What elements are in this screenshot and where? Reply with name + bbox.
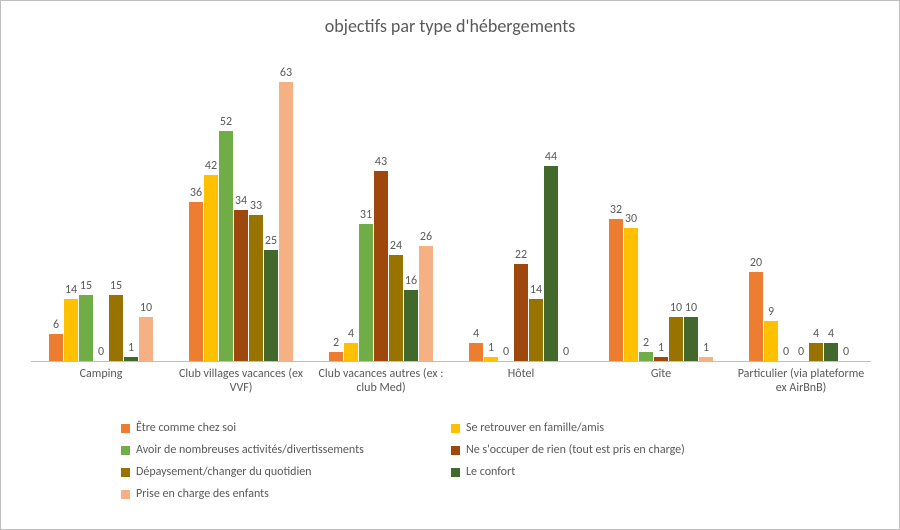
bar-value-label: 4: [820, 327, 842, 341]
legend-swatch: [121, 490, 130, 499]
bar-value-label: 30: [620, 212, 642, 226]
bar-value-label: 43: [370, 155, 392, 169]
bar: [329, 352, 343, 361]
legend-item: Dépaysement/changer du quotidien: [121, 465, 451, 479]
legend-item: Prise en charge des enfants: [121, 487, 451, 501]
legend: Être comme chez soi Se retrouver en famil…: [121, 421, 801, 509]
legend-label: Ne s'occuper de rien (tout est pris en c…: [466, 443, 685, 457]
bar: [654, 357, 668, 361]
bar: [374, 171, 388, 361]
chart-container: objectifs par type d'hébergements 614150…: [0, 0, 900, 530]
legend-swatch: [451, 446, 460, 455]
category-label: Club villages vacances (ex VVF): [171, 367, 311, 395]
bar: [124, 357, 138, 361]
legend-row: Avoir de nombreuses activités/divertisse…: [121, 443, 801, 465]
bar: [359, 224, 373, 361]
bar-value-label: 44: [540, 150, 562, 164]
bar: [189, 202, 203, 361]
legend-label: Être comme chez soi: [136, 421, 236, 435]
bar: [809, 343, 823, 361]
bar-value-label: 15: [105, 279, 127, 293]
legend-item: Se retrouver en famille/amis: [451, 421, 801, 435]
legend-label: Avoir de nombreuses activités/divertisse…: [136, 443, 364, 457]
bar-value-label: 4: [465, 327, 487, 341]
legend-item: Être comme chez soi: [121, 421, 451, 435]
legend-row: Être comme chez soi Se retrouver en famil…: [121, 421, 801, 443]
bar-value-label: 24: [385, 239, 407, 253]
bar-group: 4102214440: [451, 51, 591, 361]
bar: [279, 82, 293, 361]
bar-value-label: 63: [275, 66, 297, 80]
bar: [49, 334, 63, 361]
category-label: Club vacances autres (ex : club Med): [311, 367, 451, 395]
legend-row: Prise en charge des enfants: [121, 487, 801, 509]
bar: [544, 166, 558, 361]
bar-value-label: 0: [835, 345, 857, 359]
bar: [344, 343, 358, 361]
bar: [404, 290, 418, 361]
bar: [264, 250, 278, 361]
legend-swatch: [121, 424, 130, 433]
bar: [234, 210, 248, 361]
bar: [669, 317, 683, 361]
legend-item: Le confort: [451, 465, 801, 479]
bar-value-label: 20: [745, 256, 767, 270]
bar-value-label: 1: [695, 341, 717, 355]
legend-label: Dépaysement/changer du quotidien: [136, 465, 311, 479]
bar-value-label: 22: [510, 248, 532, 262]
legend-item: Ne s'occuper de rien (tout est pris en c…: [451, 443, 801, 457]
bar: [419, 246, 433, 361]
category-label: Gîte: [591, 367, 731, 381]
bar-value-label: 26: [415, 230, 437, 244]
bar-value-label: 10: [135, 301, 157, 315]
bar: [529, 299, 543, 361]
legend-label: Se retrouver en famille/amis: [466, 421, 604, 435]
plot-area: 6141501511036425234332563243143241626410…: [31, 51, 871, 362]
bar-value-label: 0: [555, 345, 577, 359]
legend-swatch: [121, 446, 130, 455]
bar: [204, 175, 218, 361]
bar: [219, 131, 233, 361]
bar: [389, 255, 403, 361]
category-label: Hôtel: [451, 367, 591, 381]
bar-value-label: 52: [215, 115, 237, 129]
legend-row: Dépaysement/changer du quotidien Le confo…: [121, 465, 801, 487]
bar: [64, 299, 78, 361]
bar: [139, 317, 153, 361]
bar-value-label: 15: [75, 279, 97, 293]
legend-swatch: [451, 424, 460, 433]
bar: [514, 264, 528, 361]
category-label: Camping: [31, 367, 171, 381]
bar-group: 243143241626: [311, 51, 451, 361]
bar-group: 61415015110: [31, 51, 171, 361]
bar: [699, 357, 713, 361]
bar-value-label: 9: [760, 305, 782, 319]
legend-item: Avoir de nombreuses activités/divertisse…: [121, 443, 451, 457]
legend-label: Le confort: [466, 465, 515, 479]
legend-swatch: [451, 468, 460, 477]
bar-value-label: 33: [245, 199, 267, 213]
bar: [609, 219, 623, 361]
category-label: Particulier (via plateforme ex AirBnB): [731, 367, 871, 395]
chart-title: objectifs par type d'hébergements: [1, 15, 899, 37]
legend-swatch: [121, 468, 130, 477]
bar-group: 36425234332563: [171, 51, 311, 361]
legend-label: Prise en charge des enfants: [136, 487, 269, 501]
bar-value-label: 10: [680, 301, 702, 315]
bar-group: 20900440: [731, 51, 871, 361]
bar-group: 32302110101: [591, 51, 731, 361]
